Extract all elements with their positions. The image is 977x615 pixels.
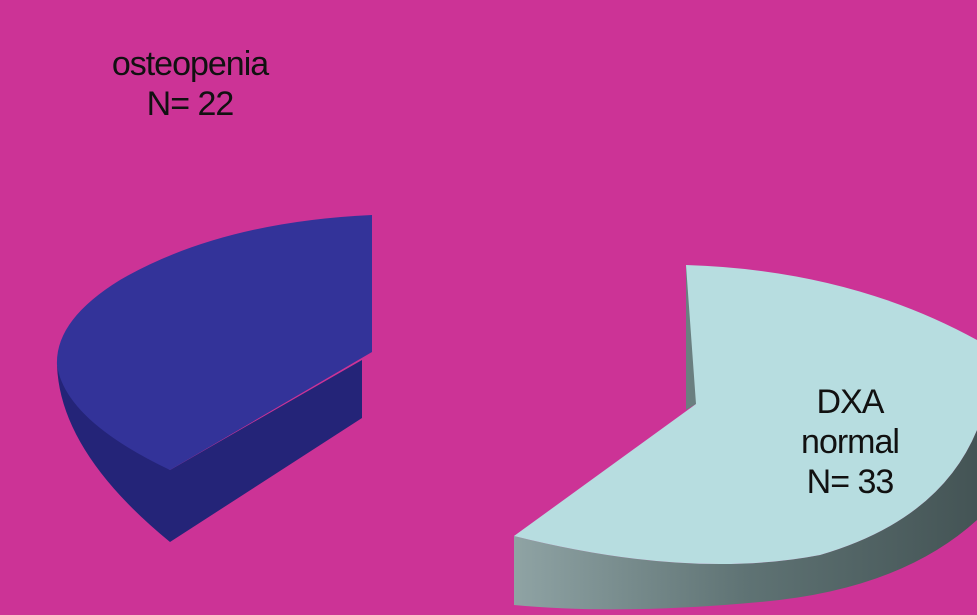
pie-slice-dxa-normal-top	[514, 265, 977, 565]
pie-slice-dxa-normal	[514, 265, 977, 610]
slice-label-osteopenia: osteopenia N= 22	[70, 44, 310, 124]
slice-label-dxa-normal-count: N= 33	[806, 463, 895, 501]
slice-label-osteopenia-name: osteopenia	[111, 45, 269, 83]
slice-label-osteopenia-count: N= 22	[146, 85, 235, 123]
slice-label-dxa-normal-name-1: DXA	[816, 383, 885, 421]
slice-label-dxa-normal: DXA normal N= 33	[760, 382, 940, 502]
pie-slice-osteopenia-side	[57, 360, 362, 542]
slice-label-dxa-normal-name-2: normal	[801, 423, 900, 461]
pie-slice-osteopenia	[56, 215, 372, 542]
pie-slice-osteopenia-top	[56, 215, 372, 470]
pie-slice-dxa-normal-side	[514, 430, 977, 610]
